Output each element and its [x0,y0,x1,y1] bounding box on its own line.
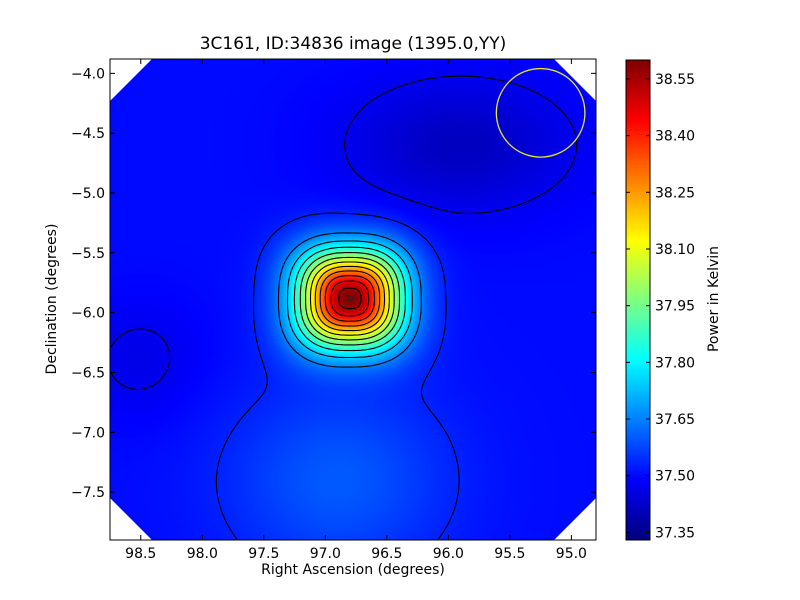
contour-line [286,240,413,359]
contour-line [338,287,362,310]
contour-line [305,256,395,341]
plot-frame [109,58,597,541]
x-tick-label: 96.5 [371,546,402,562]
corner-mask [110,498,152,540]
contour-line [314,265,386,332]
x-tick-label: 98.5 [125,546,156,562]
y-tick-label: −4.5 [71,126,105,142]
y-tick-label: −6.0 [71,306,105,322]
y-tick-label: −7.5 [71,485,105,501]
corner-mask [554,498,596,540]
y-tick-label: −4.0 [71,66,105,82]
x-tick-label: 97.0 [310,546,341,562]
colorbar-gradient [626,60,650,540]
colorbar-label: Power in Kelvin [706,245,722,353]
contour-line [324,275,376,322]
colorbar-tick-label: 37.95 [655,299,695,315]
colorbar-tick-label: 37.35 [655,525,695,541]
beam-circle [495,67,586,158]
contour-line [277,232,422,368]
colorbar-tick-label: 37.80 [655,355,695,371]
peak-marker [346,295,353,302]
x-axis-label: Right Ascension (degrees) [261,562,445,578]
heatmap-image [110,59,596,540]
colorbar-tick-label: 38.55 [655,72,695,88]
colorbar-tick-label: 37.65 [655,412,695,428]
colorbar-tick-label: 38.10 [655,242,695,258]
x-tick-label: 97.5 [248,546,279,562]
chart-title: 3C161, ID:34836 image (1395.0,YY) [199,34,507,54]
y-tick-label: −7.0 [71,425,105,441]
colorbar-tick-label: 38.40 [655,129,695,145]
contour-line [309,261,390,336]
colorbar-tick-label: 37.50 [655,469,695,485]
x-tick-label: 95.5 [494,546,525,562]
contour-line [110,75,578,391]
contour-line [319,270,381,327]
y-tick-label: −5.5 [71,246,105,262]
y-tick-label: −5.0 [71,186,105,202]
contour-line [215,212,460,540]
x-tick-label: 95.0 [556,546,587,562]
x-tick-label: 98.0 [187,546,218,562]
contour-line [293,246,406,352]
x-tick-label: 96.0 [433,546,464,562]
y-axis-label: Declination (degrees) [44,223,60,375]
contour-line [299,252,401,346]
colorbar-tick-label: 38.25 [655,185,695,201]
corner-mask [554,59,596,101]
colorbar-frame [625,59,651,541]
y-tick-label: −6.5 [71,365,105,381]
contour-lines [110,75,578,540]
contour-line [330,280,370,317]
corner-mask [110,59,152,101]
